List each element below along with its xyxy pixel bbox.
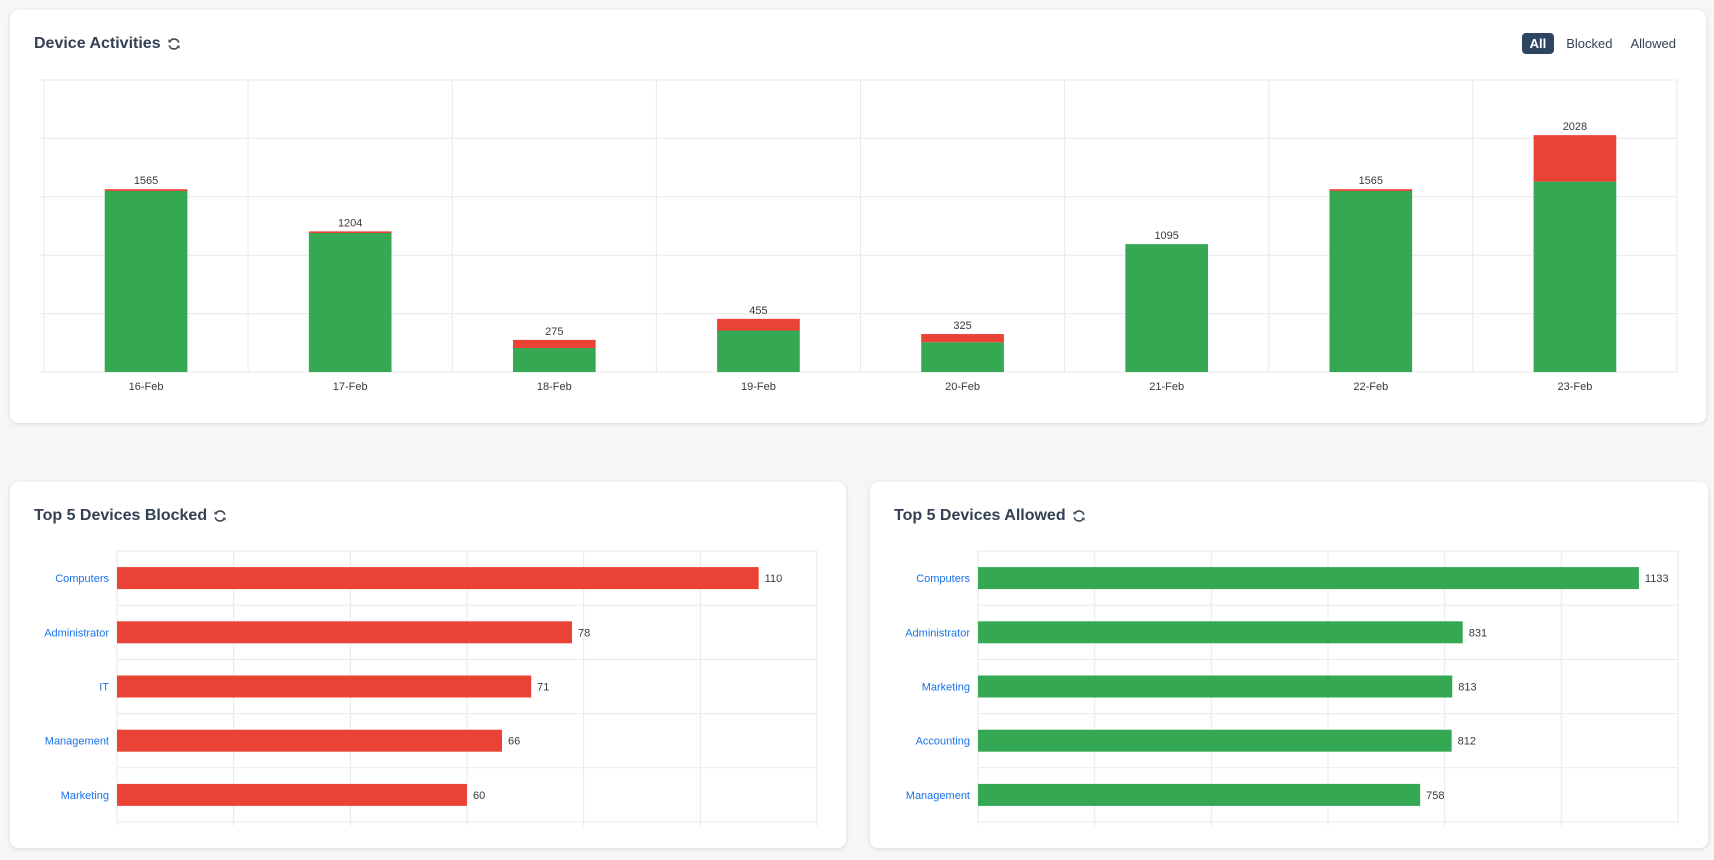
bar-value-label: 66 <box>508 736 520 748</box>
bar-total-label: 275 <box>545 326 563 338</box>
bar <box>117 621 572 644</box>
bar-total-label: 1095 <box>1154 230 1178 242</box>
bar-total-label: 455 <box>749 305 767 317</box>
device-activities-card: Device Activities All Blocked Allowed 15… <box>10 10 1706 423</box>
bar-blocked <box>512 339 596 349</box>
y-category-label: Computers <box>916 573 970 585</box>
bar-total-label: 1204 <box>338 217 362 229</box>
bar-blocked <box>308 231 392 234</box>
bar-blocked <box>104 189 188 191</box>
y-category-label: IT <box>99 682 109 694</box>
top-blocked-title-text: Top 5 Devices Blocked <box>34 507 208 524</box>
bar-allowed <box>1533 181 1617 372</box>
bar-allowed <box>921 342 1004 372</box>
bar <box>117 567 759 590</box>
refresh-icon[interactable] <box>167 37 181 51</box>
bar-value-label: 813 <box>1458 682 1476 694</box>
bar-total-label: 2028 <box>1563 121 1587 133</box>
bar-value-label: 1133 <box>1645 573 1669 585</box>
refresh-icon[interactable] <box>1072 509 1086 523</box>
bar-value-label: 110 <box>765 573 783 585</box>
x-tick-label: 22-Feb <box>1353 381 1388 393</box>
bar-value-label: 812 <box>1458 736 1476 748</box>
bar <box>978 783 1421 806</box>
bar-allowed <box>512 348 596 372</box>
y-category-label: Computers <box>55 573 109 585</box>
bar-allowed <box>1125 244 1209 372</box>
x-tick-label: 17-Feb <box>333 381 368 393</box>
bar <box>117 675 532 698</box>
filter-allowed-button[interactable]: Allowed <box>1624 33 1682 54</box>
bar-allowed <box>104 190 188 372</box>
x-tick-label: 23-Feb <box>1558 381 1593 393</box>
bar-value-label: 60 <box>473 790 485 802</box>
top-blocked-card: Top 5 Devices Blocked 110 Computers 78 Admi… <box>10 482 846 848</box>
top-allowed-title-text: Top 5 Devices Allowed <box>894 507 1066 524</box>
x-tick-label: 18-Feb <box>537 381 572 393</box>
bar-value-label: 71 <box>537 682 549 694</box>
device-activities-chart: 1565 16-Feb 1204 17-Feb 275 18-Feb 455 19-Feb 32… <box>40 79 1678 393</box>
y-category-label: Management <box>906 790 970 802</box>
x-tick-label: 19-Feb <box>741 381 776 393</box>
y-category-label: Management <box>45 736 109 748</box>
bar-allowed <box>1329 190 1413 372</box>
x-tick-label: 20-Feb <box>945 381 980 393</box>
top-blocked-title: Top 5 Devices Blocked <box>34 507 227 525</box>
y-category-label: Administrator <box>44 627 109 639</box>
bar-blocked <box>921 334 1004 343</box>
activity-filter-group: All Blocked Allowed <box>1521 33 1682 54</box>
device-activities-title: Device Activities <box>34 35 181 53</box>
bar-allowed <box>308 233 392 372</box>
bar-total-label: 1565 <box>134 175 158 187</box>
y-category-label: Marketing <box>61 790 109 802</box>
refresh-icon[interactable] <box>213 509 227 523</box>
top-allowed-chart: 1133 Computers 831 Administrator 813 Marketin… <box>905 550 1679 826</box>
filter-all-button[interactable]: All <box>1521 33 1555 54</box>
y-category-label: Marketing <box>922 682 970 694</box>
top-allowed-title: Top 5 Devices Allowed <box>894 507 1086 525</box>
device-activities-title-text: Device Activities <box>34 35 161 52</box>
bar <box>978 675 1453 698</box>
bar-value-label: 758 <box>1426 790 1444 802</box>
y-category-label: Administrator <box>905 627 970 639</box>
filter-blocked-button[interactable]: Blocked <box>1560 33 1618 54</box>
bar-blocked <box>1533 135 1617 182</box>
bar-blocked <box>1329 189 1413 191</box>
bar-value-label: 78 <box>578 627 590 639</box>
bar-total-label: 325 <box>953 320 971 332</box>
bar-blocked <box>717 318 800 331</box>
bar <box>117 729 502 752</box>
bar-allowed <box>717 330 800 372</box>
x-tick-label: 16-Feb <box>129 381 164 393</box>
x-tick-label: 21-Feb <box>1149 381 1184 393</box>
y-category-label: Accounting <box>916 736 970 748</box>
bar <box>978 621 1463 644</box>
bar-value-label: 831 <box>1469 627 1487 639</box>
bar <box>978 567 1639 590</box>
top-allowed-card: Top 5 Devices Allowed 1133 Computers 831 Ad… <box>870 482 1708 848</box>
bar-total-label: 1565 <box>1359 175 1383 187</box>
top-blocked-chart: 110 Computers 78 Administrator 71 IT 66 Managem… <box>44 550 818 826</box>
bar <box>117 783 467 806</box>
bar <box>978 729 1452 752</box>
